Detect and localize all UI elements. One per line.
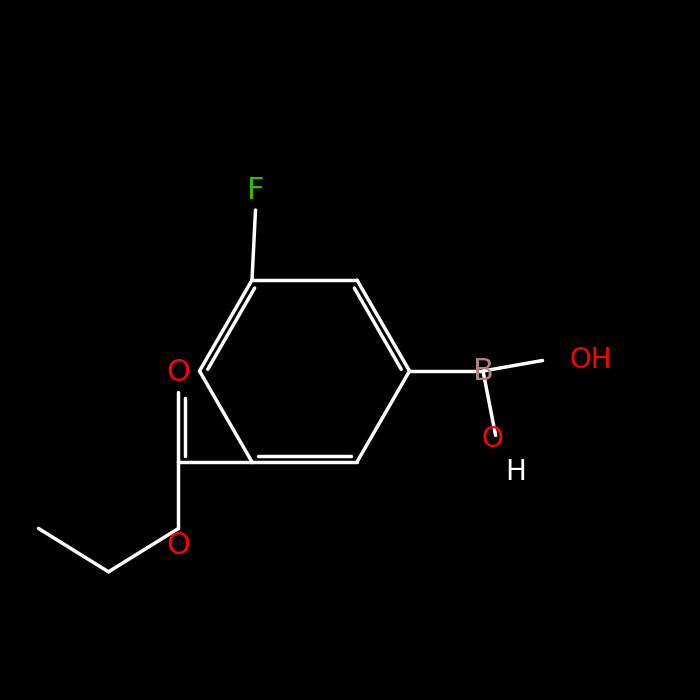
Text: H: H <box>505 458 526 486</box>
Text: F: F <box>246 176 265 205</box>
Text: O: O <box>481 425 503 453</box>
Text: OH: OH <box>569 346 612 374</box>
Text: O: O <box>167 358 190 387</box>
Text: B: B <box>473 356 494 386</box>
Text: O: O <box>167 531 190 561</box>
